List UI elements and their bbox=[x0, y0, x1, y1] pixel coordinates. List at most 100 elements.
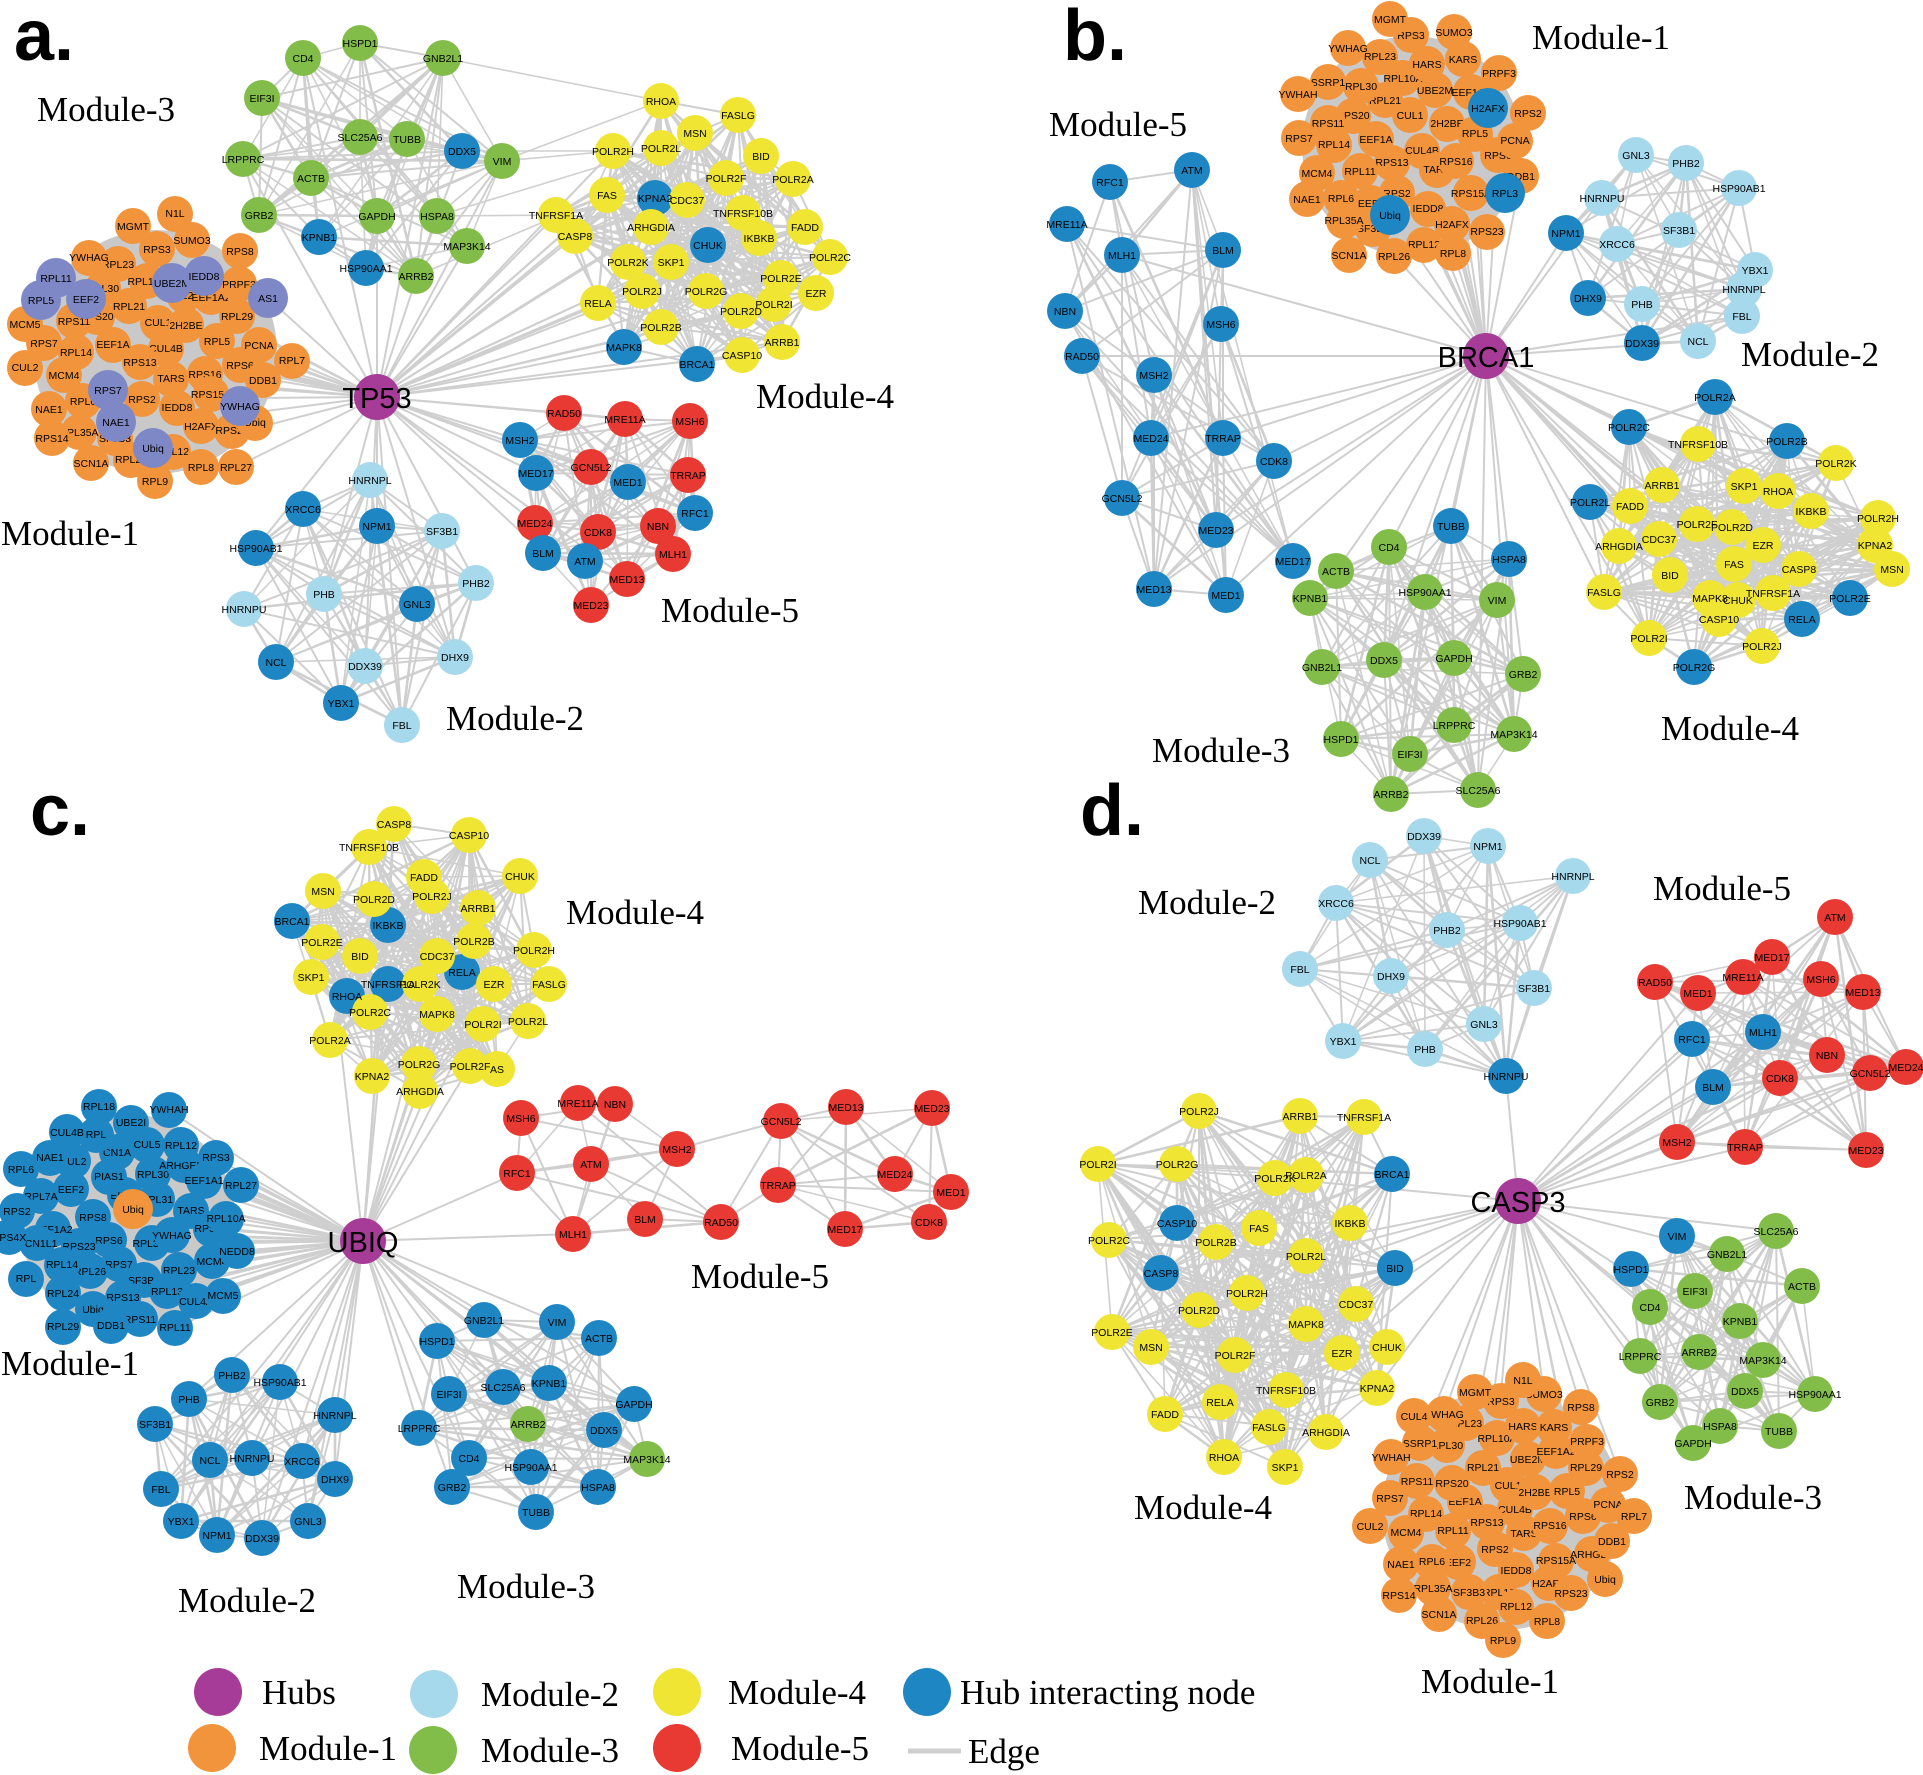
svg-text:POLR2K: POLR2K bbox=[1254, 1173, 1295, 1185]
svg-text:YBX1: YBX1 bbox=[328, 698, 355, 710]
svg-text:Module-3: Module-3 bbox=[457, 1567, 595, 1606]
svg-text:MED1: MED1 bbox=[613, 477, 642, 489]
svg-text:GRB2: GRB2 bbox=[438, 1482, 467, 1494]
svg-text:PHB2: PHB2 bbox=[462, 578, 490, 590]
svg-text:MRE11A: MRE11A bbox=[604, 414, 645, 426]
svg-text:YWHAG: YWHAG bbox=[220, 401, 260, 413]
svg-text:HSPA8: HSPA8 bbox=[1492, 554, 1526, 566]
svg-text:POLR2G: POLR2G bbox=[1673, 662, 1716, 674]
svg-text:XRCC6: XRCC6 bbox=[285, 504, 321, 516]
svg-text:POLR2A: POLR2A bbox=[1694, 392, 1735, 404]
svg-text:MED13: MED13 bbox=[1136, 584, 1171, 596]
svg-text:RHOA: RHOA bbox=[1209, 1452, 1239, 1464]
svg-text:RPL14: RPL14 bbox=[60, 347, 92, 359]
svg-text:PCNA: PCNA bbox=[1593, 1499, 1622, 1511]
svg-text:RPL27: RPL27 bbox=[220, 462, 252, 474]
svg-text:Ubiq: Ubiq bbox=[142, 443, 164, 455]
svg-text:Module-4: Module-4 bbox=[756, 377, 894, 416]
svg-text:NBN: NBN bbox=[1054, 306, 1076, 318]
svg-text:DDX39: DDX39 bbox=[1625, 338, 1659, 350]
svg-text:RPS16: RPS16 bbox=[1533, 1520, 1566, 1532]
svg-text:EZR: EZR bbox=[1332, 1348, 1353, 1360]
svg-text:BRCA1: BRCA1 bbox=[1438, 342, 1535, 374]
svg-text:DDX5: DDX5 bbox=[590, 1425, 618, 1437]
svg-text:NBN: NBN bbox=[604, 1099, 626, 1111]
svg-text:EIF3I: EIF3I bbox=[1397, 749, 1422, 761]
svg-text:TUBB: TUBB bbox=[1765, 1426, 1793, 1438]
svg-text:RPL35A: RPL35A bbox=[1413, 1583, 1452, 1595]
svg-text:RPS6: RPS6 bbox=[95, 1235, 123, 1247]
svg-text:Ubiq: Ubiq bbox=[1379, 210, 1401, 222]
svg-text:SF3B1: SF3B1 bbox=[1663, 225, 1695, 237]
svg-text:MSN: MSN bbox=[1880, 564, 1903, 576]
svg-text:RPS7: RPS7 bbox=[105, 1259, 133, 1271]
svg-text:ARHGDIA: ARHGDIA bbox=[396, 1086, 444, 1098]
svg-text:MED17: MED17 bbox=[1275, 556, 1310, 568]
svg-text:CUL1: CUL1 bbox=[1397, 110, 1424, 122]
svg-text:RPS7: RPS7 bbox=[1376, 1493, 1404, 1505]
svg-text:RPL7A: RPL7A bbox=[24, 1191, 57, 1203]
svg-text:UBE2M: UBE2M bbox=[154, 278, 190, 290]
svg-text:VIM: VIM bbox=[548, 1317, 567, 1329]
svg-text:KPNA2: KPNA2 bbox=[1858, 540, 1893, 552]
svg-text:DDX39: DDX39 bbox=[348, 661, 382, 673]
svg-text:YBX1: YBX1 bbox=[1742, 265, 1769, 277]
svg-text:NAE1: NAE1 bbox=[102, 417, 130, 429]
svg-text:Module-3: Module-3 bbox=[37, 90, 175, 129]
svg-text:CN1A: CN1A bbox=[103, 1147, 131, 1159]
svg-text:CDC37: CDC37 bbox=[420, 951, 455, 963]
svg-text:KPNA2: KPNA2 bbox=[355, 1071, 390, 1083]
svg-text:RAD50: RAD50 bbox=[704, 1217, 738, 1229]
svg-text:DHX9: DHX9 bbox=[321, 1474, 349, 1486]
svg-text:FADD: FADD bbox=[1616, 501, 1644, 513]
svg-text:CUL2: CUL2 bbox=[12, 362, 39, 374]
svg-text:EIF3I: EIF3I bbox=[1682, 1286, 1707, 1298]
svg-text:RPS2: RPS2 bbox=[1514, 108, 1542, 120]
svg-text:RPS3: RPS3 bbox=[1487, 1396, 1515, 1408]
svg-text:RPL6: RPL6 bbox=[1419, 1556, 1445, 1568]
svg-text:POLR2D: POLR2D bbox=[1178, 1305, 1220, 1317]
svg-text:BID: BID bbox=[351, 951, 369, 963]
svg-text:CHUK: CHUK bbox=[505, 871, 535, 883]
svg-text:RPL29: RPL29 bbox=[221, 311, 253, 323]
svg-text:MRE11A: MRE11A bbox=[1722, 972, 1763, 984]
svg-text:MSN: MSN bbox=[683, 128, 706, 140]
svg-text:SCN1A: SCN1A bbox=[1421, 1609, 1456, 1621]
svg-text:UBE2M: UBE2M bbox=[1510, 1454, 1546, 1466]
svg-text:RPS14: RPS14 bbox=[35, 433, 68, 445]
svg-text:CD4: CD4 bbox=[1639, 1302, 1660, 1314]
svg-text:PHB2: PHB2 bbox=[218, 1370, 246, 1382]
svg-text:RELA: RELA bbox=[584, 298, 611, 310]
svg-text:TNFRSF10B: TNFRSF10B bbox=[1668, 439, 1728, 451]
svg-text:Module-1: Module-1 bbox=[1, 1344, 139, 1383]
svg-text:RPL30: RPL30 bbox=[137, 1169, 169, 1181]
svg-text:DDB1: DDB1 bbox=[249, 375, 277, 387]
svg-text:GNB2L1: GNB2L1 bbox=[423, 53, 463, 65]
svg-text:YWHAG: YWHAG bbox=[152, 1230, 192, 1242]
svg-text:CUL1: CUL1 bbox=[145, 317, 172, 329]
svg-text:d.: d. bbox=[1080, 771, 1144, 851]
svg-text:PHB2: PHB2 bbox=[1672, 158, 1700, 170]
svg-text:AS1: AS1 bbox=[258, 293, 278, 305]
svg-text:HNRNPU: HNRNPU bbox=[222, 604, 267, 616]
svg-text:POLR2I: POLR2I bbox=[1630, 633, 1667, 645]
svg-text:RPS14: RPS14 bbox=[1382, 1590, 1415, 1602]
svg-text:MED17: MED17 bbox=[1754, 952, 1789, 964]
svg-text:ARRB2: ARRB2 bbox=[398, 271, 433, 283]
svg-text:Module-3: Module-3 bbox=[1152, 731, 1290, 770]
svg-text:ATM: ATM bbox=[1824, 912, 1845, 924]
svg-text:NPM1: NPM1 bbox=[202, 1530, 231, 1542]
svg-text:MGMT: MGMT bbox=[1459, 1387, 1492, 1399]
svg-text:MCM5: MCM5 bbox=[208, 1290, 239, 1302]
svg-text:Module-2: Module-2 bbox=[178, 1581, 316, 1620]
svg-text:SF3B1: SF3B1 bbox=[1518, 983, 1550, 995]
svg-text:KPNB1: KPNB1 bbox=[1723, 1316, 1758, 1328]
svg-text:GCN5L2: GCN5L2 bbox=[1850, 1068, 1891, 1080]
svg-text:MED23: MED23 bbox=[573, 600, 608, 612]
svg-text:RPL7: RPL7 bbox=[279, 355, 305, 367]
svg-text:KPNA2: KPNA2 bbox=[1360, 1383, 1395, 1395]
svg-text:TNFRSF10B: TNFRSF10B bbox=[339, 842, 399, 854]
svg-text:FASLG: FASLG bbox=[1252, 1422, 1286, 1434]
svg-text:ARRB1: ARRB1 bbox=[460, 903, 495, 915]
svg-text:CDC37: CDC37 bbox=[1642, 534, 1677, 546]
